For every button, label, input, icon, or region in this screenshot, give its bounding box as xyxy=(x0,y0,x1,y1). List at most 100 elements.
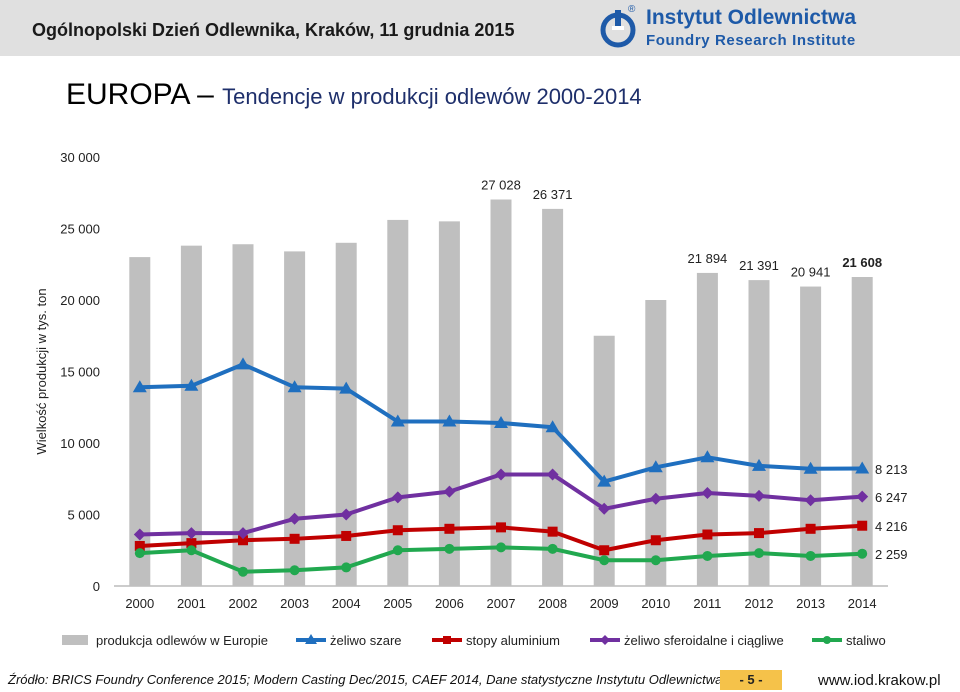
marker-stopy_aluminium xyxy=(392,525,403,536)
marker-zeliwo_szare xyxy=(752,458,766,471)
marker-stopy_aluminium xyxy=(805,523,816,534)
x-tick-label: 2013 xyxy=(796,596,825,611)
marker-stopy_aluminium xyxy=(186,538,197,549)
source-note: Źródło: BRICS Foundry Conference 2015; M… xyxy=(8,672,723,687)
marker-staliwo xyxy=(547,543,558,554)
marker-zeliwo_sferoidalne xyxy=(649,492,662,505)
legend-label: staliwo xyxy=(846,633,886,648)
marker-zeliwo_szare xyxy=(442,414,457,427)
marker-staliwo xyxy=(857,548,868,559)
bar-2000 xyxy=(129,257,151,586)
marker-zeliwo_sferoidalne xyxy=(391,491,404,504)
bar-2013 xyxy=(800,286,822,586)
page-title: EUROPA – Tendencje w produkcji odlewów 2… xyxy=(66,78,642,112)
marker-stopy_aluminium xyxy=(650,535,661,546)
x-tick-label: 2009 xyxy=(590,596,619,611)
x-tick-label: 2006 xyxy=(435,596,464,611)
marker-zeliwo_szare xyxy=(494,415,508,428)
marker-zeliwo_sferoidalne xyxy=(598,502,611,515)
bar-data-label: 27 028 xyxy=(481,177,521,192)
x-tick-label: 2011 xyxy=(693,596,721,611)
marker-zeliwo_sferoidalne xyxy=(856,490,869,503)
marker-staliwo xyxy=(599,555,610,566)
bar-2004 xyxy=(335,242,357,587)
marker-zeliwo_szare xyxy=(184,378,199,391)
marker-staliwo xyxy=(444,543,455,554)
end-label-stopy_aluminium: 4 216 xyxy=(875,519,908,534)
marker-staliwo xyxy=(341,562,352,573)
bar-2011 xyxy=(696,272,718,586)
marker-zeliwo_szare xyxy=(339,381,354,394)
marker-zeliwo_szare xyxy=(390,414,405,427)
bar-2002 xyxy=(232,244,254,587)
conference-title: Ogólnopolski Dzień Odlewnika, Kraków, 11… xyxy=(32,20,515,40)
y-tick-label: 5 000 xyxy=(67,508,100,523)
x-tick-label: 2005 xyxy=(383,596,412,611)
end-label-zeliwo_szare: 8 213 xyxy=(875,462,908,477)
marker-zeliwo_szare xyxy=(648,460,663,473)
marker-staliwo xyxy=(289,565,300,576)
marker-staliwo xyxy=(392,545,403,556)
marker-stopy_aluminium xyxy=(599,545,610,556)
bar-2006 xyxy=(438,221,460,586)
header-bar: Ogólnopolski Dzień Odlewnika, Kraków, 11… xyxy=(0,0,960,56)
institute-logo: ® Instytut Odlewnictwa Foundry Research … xyxy=(592,4,952,52)
marker-stopy_aluminium xyxy=(547,526,558,537)
marker-zeliwo_szare xyxy=(803,461,818,474)
marker-stopy_aluminium xyxy=(341,530,352,541)
x-tick-label: 2010 xyxy=(641,596,670,611)
legend-marker-zeliwo_sferoidalne xyxy=(600,635,610,645)
marker-stopy_aluminium xyxy=(857,520,868,531)
marker-zeliwo_szare xyxy=(545,420,560,433)
title-region: EUROPA xyxy=(66,78,189,111)
bar-2012 xyxy=(748,280,770,586)
marker-zeliwo_sferoidalne xyxy=(340,508,353,521)
marker-zeliwo_szare xyxy=(236,357,250,370)
end-label-staliwo: 2 259 xyxy=(875,547,908,562)
bar-2010 xyxy=(645,300,667,586)
bar-data-label: 21 608 xyxy=(842,255,882,270)
marker-zeliwo_sferoidalne xyxy=(288,512,301,525)
marker-zeliwo_sferoidalne xyxy=(185,527,198,540)
marker-zeliwo_szare xyxy=(287,380,302,393)
legend-label: żeliwo sferoidalne i ciągliwe xyxy=(624,633,784,648)
legend-label: stopy aluminium xyxy=(466,633,560,648)
marker-zeliwo_sferoidalne xyxy=(804,494,817,507)
marker-staliwo xyxy=(238,566,248,577)
marker-zeliwo_sferoidalne xyxy=(753,489,765,502)
marker-zeliwo_szare xyxy=(700,450,715,463)
legend-marker-staliwo xyxy=(823,636,831,644)
website: www.iod.krakow.pl xyxy=(818,672,941,689)
bar-data-label: 26 371 xyxy=(533,187,573,202)
marker-staliwo xyxy=(805,550,816,561)
marker-zeliwo_sferoidalne xyxy=(546,468,559,481)
legend-label: żeliwo szare xyxy=(330,633,402,648)
bar-2009 xyxy=(593,335,615,586)
marker-staliwo xyxy=(186,545,197,556)
x-tick-label: 2002 xyxy=(229,596,258,611)
x-tick-label: 2003 xyxy=(280,596,309,611)
bar-2001 xyxy=(180,245,202,586)
marker-staliwo xyxy=(496,542,506,553)
marker-zeliwo_sferoidalne xyxy=(495,468,507,481)
marker-stopy_aluminium xyxy=(289,533,300,544)
bar-2005 xyxy=(387,219,409,587)
marker-zeliwo_szare xyxy=(132,380,147,393)
x-tick-label: 2014 xyxy=(848,596,877,611)
marker-staliwo xyxy=(650,555,661,566)
logo-name: Instytut Odlewnictwa xyxy=(646,6,857,29)
end-label-zeliwo_sferoidalne: 6 247 xyxy=(875,490,908,505)
y-axis-label: Wielkość produkcji w tys. ton xyxy=(34,288,49,454)
bar-data-label: 21 391 xyxy=(739,258,779,273)
bar-2003 xyxy=(284,251,306,586)
registered-mark: ® xyxy=(628,4,636,15)
bar-data-label: 20 941 xyxy=(791,265,831,280)
bar-2008 xyxy=(542,208,564,586)
y-tick-label: 30 000 xyxy=(60,150,100,165)
title-subtitle: Tendencje w produkcji odlewów 2000-2014 xyxy=(222,84,642,109)
y-tick-label: 15 000 xyxy=(60,365,100,380)
x-tick-label: 2007 xyxy=(487,596,516,611)
marker-stopy_aluminium xyxy=(496,522,506,533)
legend-label: produkcja odlewów w Europie xyxy=(96,633,268,648)
